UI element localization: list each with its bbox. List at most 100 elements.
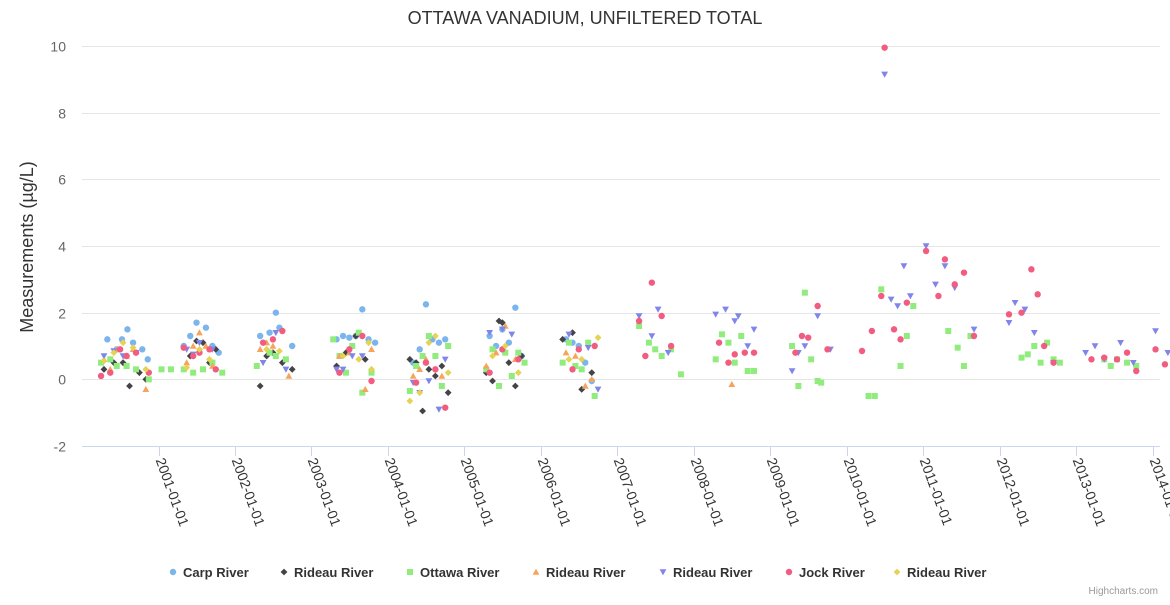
data-point [435, 339, 443, 346]
data-point [416, 365, 424, 373]
data-point [368, 345, 375, 353]
data-point [489, 377, 496, 385]
y-tick-label: 2 [58, 306, 66, 322]
data-point [269, 336, 277, 343]
data-point [496, 383, 503, 389]
x-tick-label: 2006-01-01 [535, 456, 575, 529]
data-point [256, 332, 264, 340]
x-tick-label: 2007-01-01 [611, 456, 651, 529]
data-point [425, 339, 433, 347]
data-point [1005, 319, 1013, 327]
data-point [196, 329, 203, 336]
data-point [492, 349, 500, 356]
data-point [358, 353, 366, 360]
data-point [438, 372, 446, 379]
data-point [442, 336, 449, 343]
legend-item[interactable]: Rideau River [532, 565, 626, 580]
data-point [654, 306, 662, 313]
data-point [903, 299, 911, 306]
data-point [652, 346, 659, 353]
data-point [116, 346, 124, 353]
data-point [712, 311, 720, 318]
data-point [183, 359, 191, 366]
data-point [406, 355, 414, 363]
data-point [256, 382, 264, 390]
data-point [368, 377, 375, 385]
legend-item[interactable]: Ottawa River [407, 565, 499, 580]
legend-item[interactable]: Jock River [785, 565, 865, 580]
data-point [123, 363, 130, 369]
legend[interactable]: Carp River Rideau River Ottawa River Rideau… [169, 565, 987, 580]
data-point [263, 345, 271, 353]
data-point [677, 371, 684, 378]
data-point [212, 366, 219, 373]
data-point [588, 369, 596, 377]
data-point [565, 331, 573, 338]
data-point [1056, 359, 1063, 366]
data-point [795, 383, 802, 389]
data-point [935, 292, 942, 300]
legend-label: Rideau River [546, 565, 625, 580]
data-point [272, 309, 280, 316]
data-point [750, 326, 758, 333]
data-point [788, 368, 796, 375]
data-point [1152, 328, 1159, 335]
data-point [1037, 359, 1044, 366]
legend-item[interactable]: Rideau River [893, 565, 987, 580]
data-point [129, 344, 137, 352]
data-point [731, 351, 738, 358]
data-point [419, 353, 426, 359]
legend-item[interactable]: Rideau River [659, 565, 753, 580]
legend-marker [407, 569, 413, 575]
data-point [903, 333, 910, 339]
data-point [801, 289, 808, 296]
data-point [798, 332, 806, 340]
data-point [951, 281, 958, 288]
y-tick-label: 6 [58, 172, 66, 188]
data-point [129, 339, 137, 346]
legend-item[interactable]: Carp River [169, 565, 249, 580]
data-point [578, 366, 585, 373]
y-tick-label: 8 [58, 106, 66, 122]
data-point [1018, 354, 1025, 361]
grid-lines [82, 46, 1160, 447]
data-point [881, 44, 888, 51]
data-point [425, 365, 433, 373]
data-point [906, 293, 914, 300]
data-point [824, 346, 831, 353]
data-point [272, 353, 279, 359]
data-point [581, 382, 589, 389]
data-point [259, 339, 267, 346]
data-point [371, 339, 379, 346]
data-point [142, 365, 150, 373]
y-tick-label: -2 [54, 439, 67, 455]
data-point [124, 326, 131, 333]
data-point [515, 356, 522, 363]
data-point [282, 366, 290, 373]
data-point [206, 355, 213, 363]
data-point [183, 364, 191, 372]
data-point [894, 303, 902, 310]
credit-link[interactable]: Highcharts.com [1088, 586, 1158, 597]
x-tick-label: 2012-01-01 [994, 456, 1034, 529]
x-tick-label: 2010-01-01 [841, 456, 881, 529]
data-point [588, 375, 596, 383]
legend-item[interactable]: Rideau River [280, 565, 374, 580]
data-point [970, 332, 978, 340]
data-point [725, 359, 732, 366]
x-tick-label: 2009-01-01 [764, 456, 804, 529]
data-point [413, 363, 420, 369]
data-point [482, 362, 490, 369]
legend-marker [532, 568, 540, 575]
legend-marker [785, 568, 793, 576]
y-axis-title: Measurements (µg/L) [17, 161, 37, 332]
data-point [585, 339, 592, 346]
data-point [431, 372, 439, 380]
data-point [668, 346, 675, 353]
data-point [486, 369, 493, 376]
data-point [734, 313, 742, 320]
data-point [193, 319, 200, 326]
data-point [139, 346, 146, 353]
